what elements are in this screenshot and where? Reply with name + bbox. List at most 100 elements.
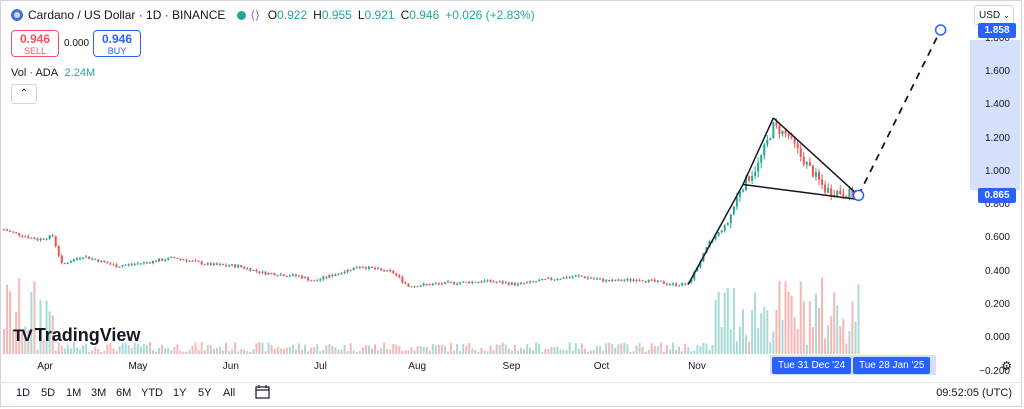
symbol-title[interactable]: Cardano / US Dollar · 1D · BINANCE: [28, 8, 226, 22]
candle-body: [507, 282, 510, 285]
volume-bar: [583, 348, 586, 354]
volume-bar: [805, 344, 808, 354]
range-button[interactable]: 1M: [66, 387, 82, 399]
volume-bar: [370, 348, 373, 354]
buy-button[interactable]: 0.946 BUY: [93, 30, 141, 57]
volume-bar: [234, 342, 237, 354]
volume-bar: [374, 344, 377, 354]
pattern-trendline[interactable]: [687, 184, 744, 285]
change-value: +0.026 (+2.83%): [445, 8, 535, 22]
candle-body: [526, 282, 529, 284]
pattern-trendline[interactable]: [772, 117, 856, 194]
pattern-trendline[interactable]: [742, 117, 775, 185]
volume-bar: [97, 349, 100, 354]
volume-bar: [440, 344, 443, 354]
candle-body: [152, 260, 155, 264]
volume-bar: [462, 343, 465, 354]
range-button[interactable]: 1D: [16, 387, 31, 399]
candle-body: [684, 283, 687, 285]
range-button[interactable]: YTD: [141, 387, 163, 399]
x-tick-label: Nov: [688, 361, 706, 372]
volume-bar: [57, 342, 60, 354]
range-button[interactable]: 3M: [91, 387, 107, 399]
volume-bar: [857, 284, 860, 354]
pattern-trendline[interactable]: [742, 183, 859, 201]
volume-bar: [103, 350, 106, 354]
candle-body: [696, 267, 699, 272]
volume-bar: [778, 280, 781, 354]
volume-bar: [793, 317, 796, 354]
volume-bar: [33, 281, 36, 354]
candle-body: [255, 269, 258, 272]
volume-bar: [161, 344, 164, 354]
volume-bar: [705, 343, 708, 354]
volume-bar: [614, 347, 617, 354]
share-icon[interactable]: ⟨⟩: [250, 8, 260, 22]
candle-body: [492, 281, 495, 283]
x-tick-label: Jul: [314, 361, 327, 372]
volume-bar: [696, 345, 699, 354]
utc-clock[interactable]: 09:52:05 (UTC): [936, 387, 1012, 399]
volume-bar: [112, 348, 115, 354]
volume-bar: [410, 347, 413, 354]
volume-bar: [377, 350, 380, 354]
candle-body: [297, 275, 300, 277]
candle-body: [301, 275, 304, 279]
range-button[interactable]: All: [223, 387, 236, 399]
sell-button[interactable]: 0.946 SELL: [11, 30, 59, 57]
volume-bar: [82, 345, 85, 354]
candle-body: [164, 259, 167, 261]
candle-body: [641, 280, 644, 282]
volume-bar: [763, 306, 766, 354]
volume-bar: [100, 351, 103, 354]
candle-body: [851, 189, 854, 197]
candle-body: [246, 268, 249, 270]
candle-body: [416, 286, 419, 288]
volume-bar: [334, 347, 337, 354]
settings-gear-icon[interactable]: ⚙: [1001, 359, 1012, 373]
x-tick-label: Sep: [502, 361, 521, 372]
candle-body: [814, 172, 817, 177]
candle-body: [422, 283, 425, 286]
range-button[interactable]: 6M: [116, 387, 132, 399]
volume-bar: [726, 287, 729, 354]
range-button[interactable]: 5Y: [198, 387, 212, 399]
y-tick-label: 0.400: [984, 265, 1010, 277]
candle-body: [12, 231, 15, 233]
pattern-lines[interactable]: [687, 24, 947, 285]
range-button[interactable]: 1Y: [173, 387, 187, 399]
volume-bar: [824, 338, 827, 354]
volume-bar: [331, 346, 334, 354]
candles: [3, 118, 860, 289]
volume-bar: [541, 351, 544, 354]
volume-legend: Vol · ADA 2.24M: [11, 67, 95, 79]
candle-body: [60, 255, 63, 264]
projection-line[interactable]: [857, 29, 942, 196]
candle-body: [617, 279, 620, 281]
volume-bar: [592, 350, 595, 354]
volume-bar: [678, 346, 681, 354]
candle-body: [3, 229, 5, 231]
candle-body: [21, 235, 24, 237]
sell-label: SELL: [23, 46, 47, 56]
volume-bar: [21, 332, 24, 354]
logo-text: TradingView: [34, 325, 141, 345]
calendar-goto-icon[interactable]: [255, 385, 271, 399]
volume-bar: [45, 300, 48, 354]
volume-bar: [30, 291, 33, 354]
volume-bar: [729, 329, 732, 354]
tradingview-logo[interactable]: TV TradingView: [13, 325, 140, 346]
collapse-legend-button[interactable]: ⌃: [11, 84, 37, 104]
volume-bar: [273, 348, 276, 354]
volume-bar: [617, 344, 620, 354]
range-button[interactable]: 5D: [41, 387, 56, 399]
projection-end-handle[interactable]: [934, 24, 947, 36]
candle-body: [504, 282, 507, 284]
volume-bar: [845, 343, 848, 354]
candle-body: [763, 144, 766, 156]
candle-body: [358, 266, 361, 268]
candle-body: [833, 194, 836, 196]
projection-start-handle[interactable]: [852, 189, 865, 202]
